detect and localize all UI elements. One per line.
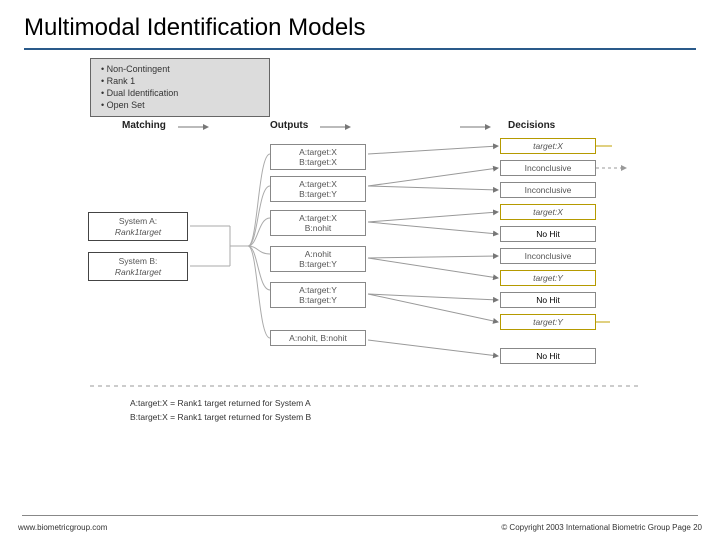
- decision-box: target:X: [500, 138, 596, 154]
- output-box: A:target:X B:nohit: [270, 210, 366, 236]
- diagram: Matching Outputs Decisions System A: Ran…: [30, 54, 690, 464]
- output-box: A:target:X B:target:Y: [270, 176, 366, 202]
- output-line: B:target:Y: [273, 189, 363, 199]
- output-box: A:nohit, B:nohit: [270, 330, 366, 346]
- output-box: A:target:X B:target:X: [270, 144, 366, 170]
- decision-box: No Hit: [500, 226, 596, 242]
- decision-box: No Hit: [500, 292, 596, 308]
- decision-box: No Hit: [500, 348, 596, 364]
- output-line: A:target:X: [273, 147, 363, 157]
- decision-box: target:Y: [500, 314, 596, 330]
- header-decisions: Decisions: [508, 120, 555, 131]
- decision-box: Inconclusive: [500, 182, 596, 198]
- header-matching: Matching: [122, 120, 166, 131]
- system-b-name: System B:: [91, 256, 185, 267]
- footer-left: www.biometricgroup.com: [18, 523, 107, 532]
- system-b-box: System B: Rank1target: [88, 252, 188, 281]
- title-rule: [24, 48, 696, 50]
- decision-box: Inconclusive: [500, 248, 596, 264]
- footer-rule: [22, 515, 698, 516]
- output-line: B:target:X: [273, 157, 363, 167]
- output-line: A:target:X: [273, 213, 363, 223]
- decision-box: target:X: [500, 204, 596, 220]
- decision-box: Inconclusive: [500, 160, 596, 176]
- header-outputs: Outputs: [270, 120, 308, 131]
- system-a-box: System A: Rank1target: [88, 212, 188, 241]
- output-line: B:target:Y: [273, 259, 363, 269]
- system-a-sub: Rank1target: [91, 227, 185, 238]
- output-line: B:nohit: [273, 223, 363, 233]
- system-a-name: System A:: [91, 216, 185, 227]
- output-box: A:nohit B:target:Y: [270, 246, 366, 272]
- legend-line-b: B:target:X = Rank1 target returned for S…: [130, 412, 311, 424]
- footer: www.biometricgroup.com © Copyright 2003 …: [18, 523, 702, 532]
- decision-box: target:Y: [500, 270, 596, 286]
- page-title: Multimodal Identification Models: [24, 14, 696, 42]
- output-line: A:target:Y: [273, 285, 363, 295]
- output-box: A:target:Y B:target:Y: [270, 282, 366, 308]
- output-line: A:nohit, B:nohit: [273, 333, 363, 343]
- system-b-sub: Rank1target: [91, 267, 185, 278]
- output-line: A:nohit: [273, 249, 363, 259]
- legend-line-a: A:target:X = Rank1 target returned for S…: [130, 398, 311, 410]
- footer-right: © Copyright 2003 International Biometric…: [501, 523, 702, 532]
- output-line: A:target:X: [273, 179, 363, 189]
- output-line: B:target:Y: [273, 295, 363, 305]
